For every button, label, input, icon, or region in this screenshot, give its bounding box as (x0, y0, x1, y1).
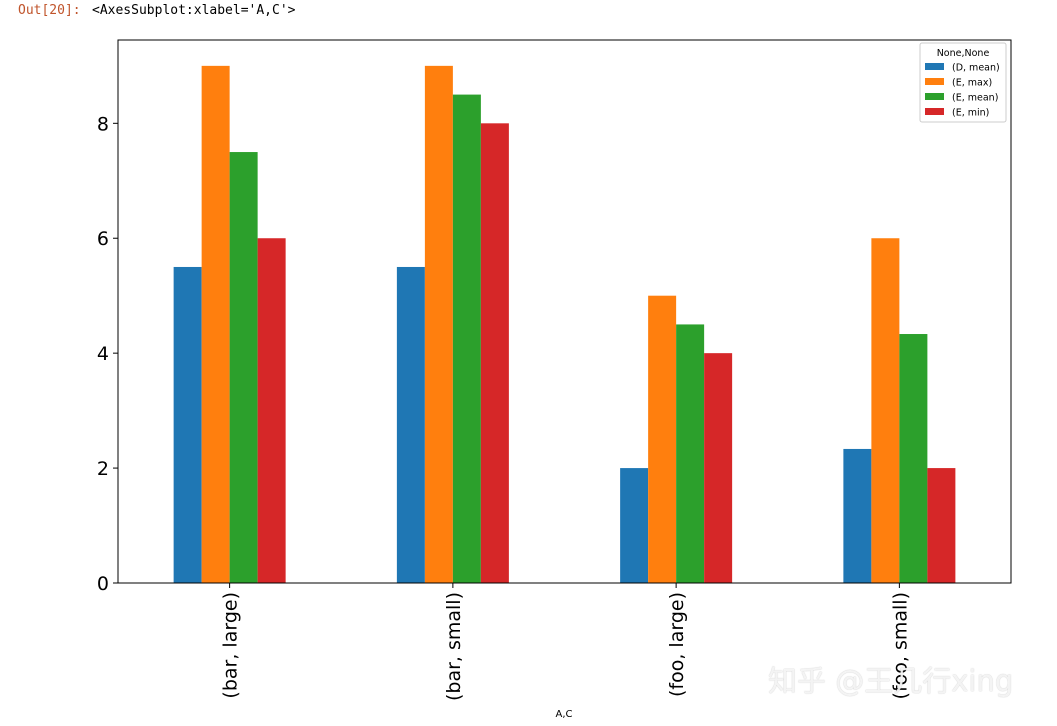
y-axis: 0 2 4 6 8 (97, 113, 118, 595)
legend-swatch (925, 108, 944, 115)
x-axis-label: A,C (555, 709, 572, 720)
legend-label: (E, mean) (952, 93, 998, 104)
output-prompt: Out[20]: (18, 3, 81, 18)
x-axis: (bar, large) (bar, small) (foo, large) (foo… (220, 583, 911, 701)
y-tick-label: 8 (97, 113, 109, 135)
x-tick-label: (bar, large) (220, 592, 242, 699)
x-tick-label: (foo, small) (889, 592, 911, 699)
bars-group (173, 65, 956, 584)
bar-e-mean-1 (452, 94, 481, 583)
bar-e-mean-0 (229, 152, 258, 584)
legend-label: (D, mean) (952, 63, 1000, 74)
bar-e-max-2 (648, 295, 677, 583)
bar-e-min-0 (257, 238, 286, 584)
bar-d-mean-1 (396, 266, 425, 583)
legend: None,None (D, mean) (E, max) (E, mean) (E, … (919, 42, 1007, 123)
bar-e-max-1 (424, 65, 453, 584)
y-tick-label: 6 (97, 228, 109, 250)
x-tick-label: (foo, large) (666, 592, 688, 697)
axes-frame (117, 39, 1012, 584)
y-tick-label: 4 (97, 343, 109, 365)
output-repr-text: <AxesSubplot:xlabel='A,C'> (92, 3, 296, 18)
legend-swatch (925, 63, 944, 70)
bar-e-min-3 (927, 468, 956, 583)
bar-d-mean-3 (843, 448, 872, 583)
legend-swatch (925, 93, 944, 100)
bar-d-mean-0 (173, 266, 202, 583)
x-tick-label: (bar, small) (443, 592, 465, 701)
y-tick-label: 0 (97, 573, 109, 595)
legend-label: (E, max) (952, 78, 992, 89)
legend-label: (E, min) (952, 108, 989, 119)
bar-e-mean-3 (899, 334, 928, 583)
y-tick-label: 2 (97, 458, 109, 480)
legend-title: None,None (937, 48, 990, 59)
bar-d-mean-2 (620, 468, 649, 583)
legend-box (919, 42, 1007, 123)
legend-swatch (925, 78, 944, 85)
bar-e-max-0 (201, 65, 230, 584)
bar-e-mean-2 (676, 324, 705, 583)
bar-e-max-3 (871, 238, 900, 584)
bar-e-min-1 (480, 123, 509, 583)
bar-e-min-2 (704, 353, 733, 583)
